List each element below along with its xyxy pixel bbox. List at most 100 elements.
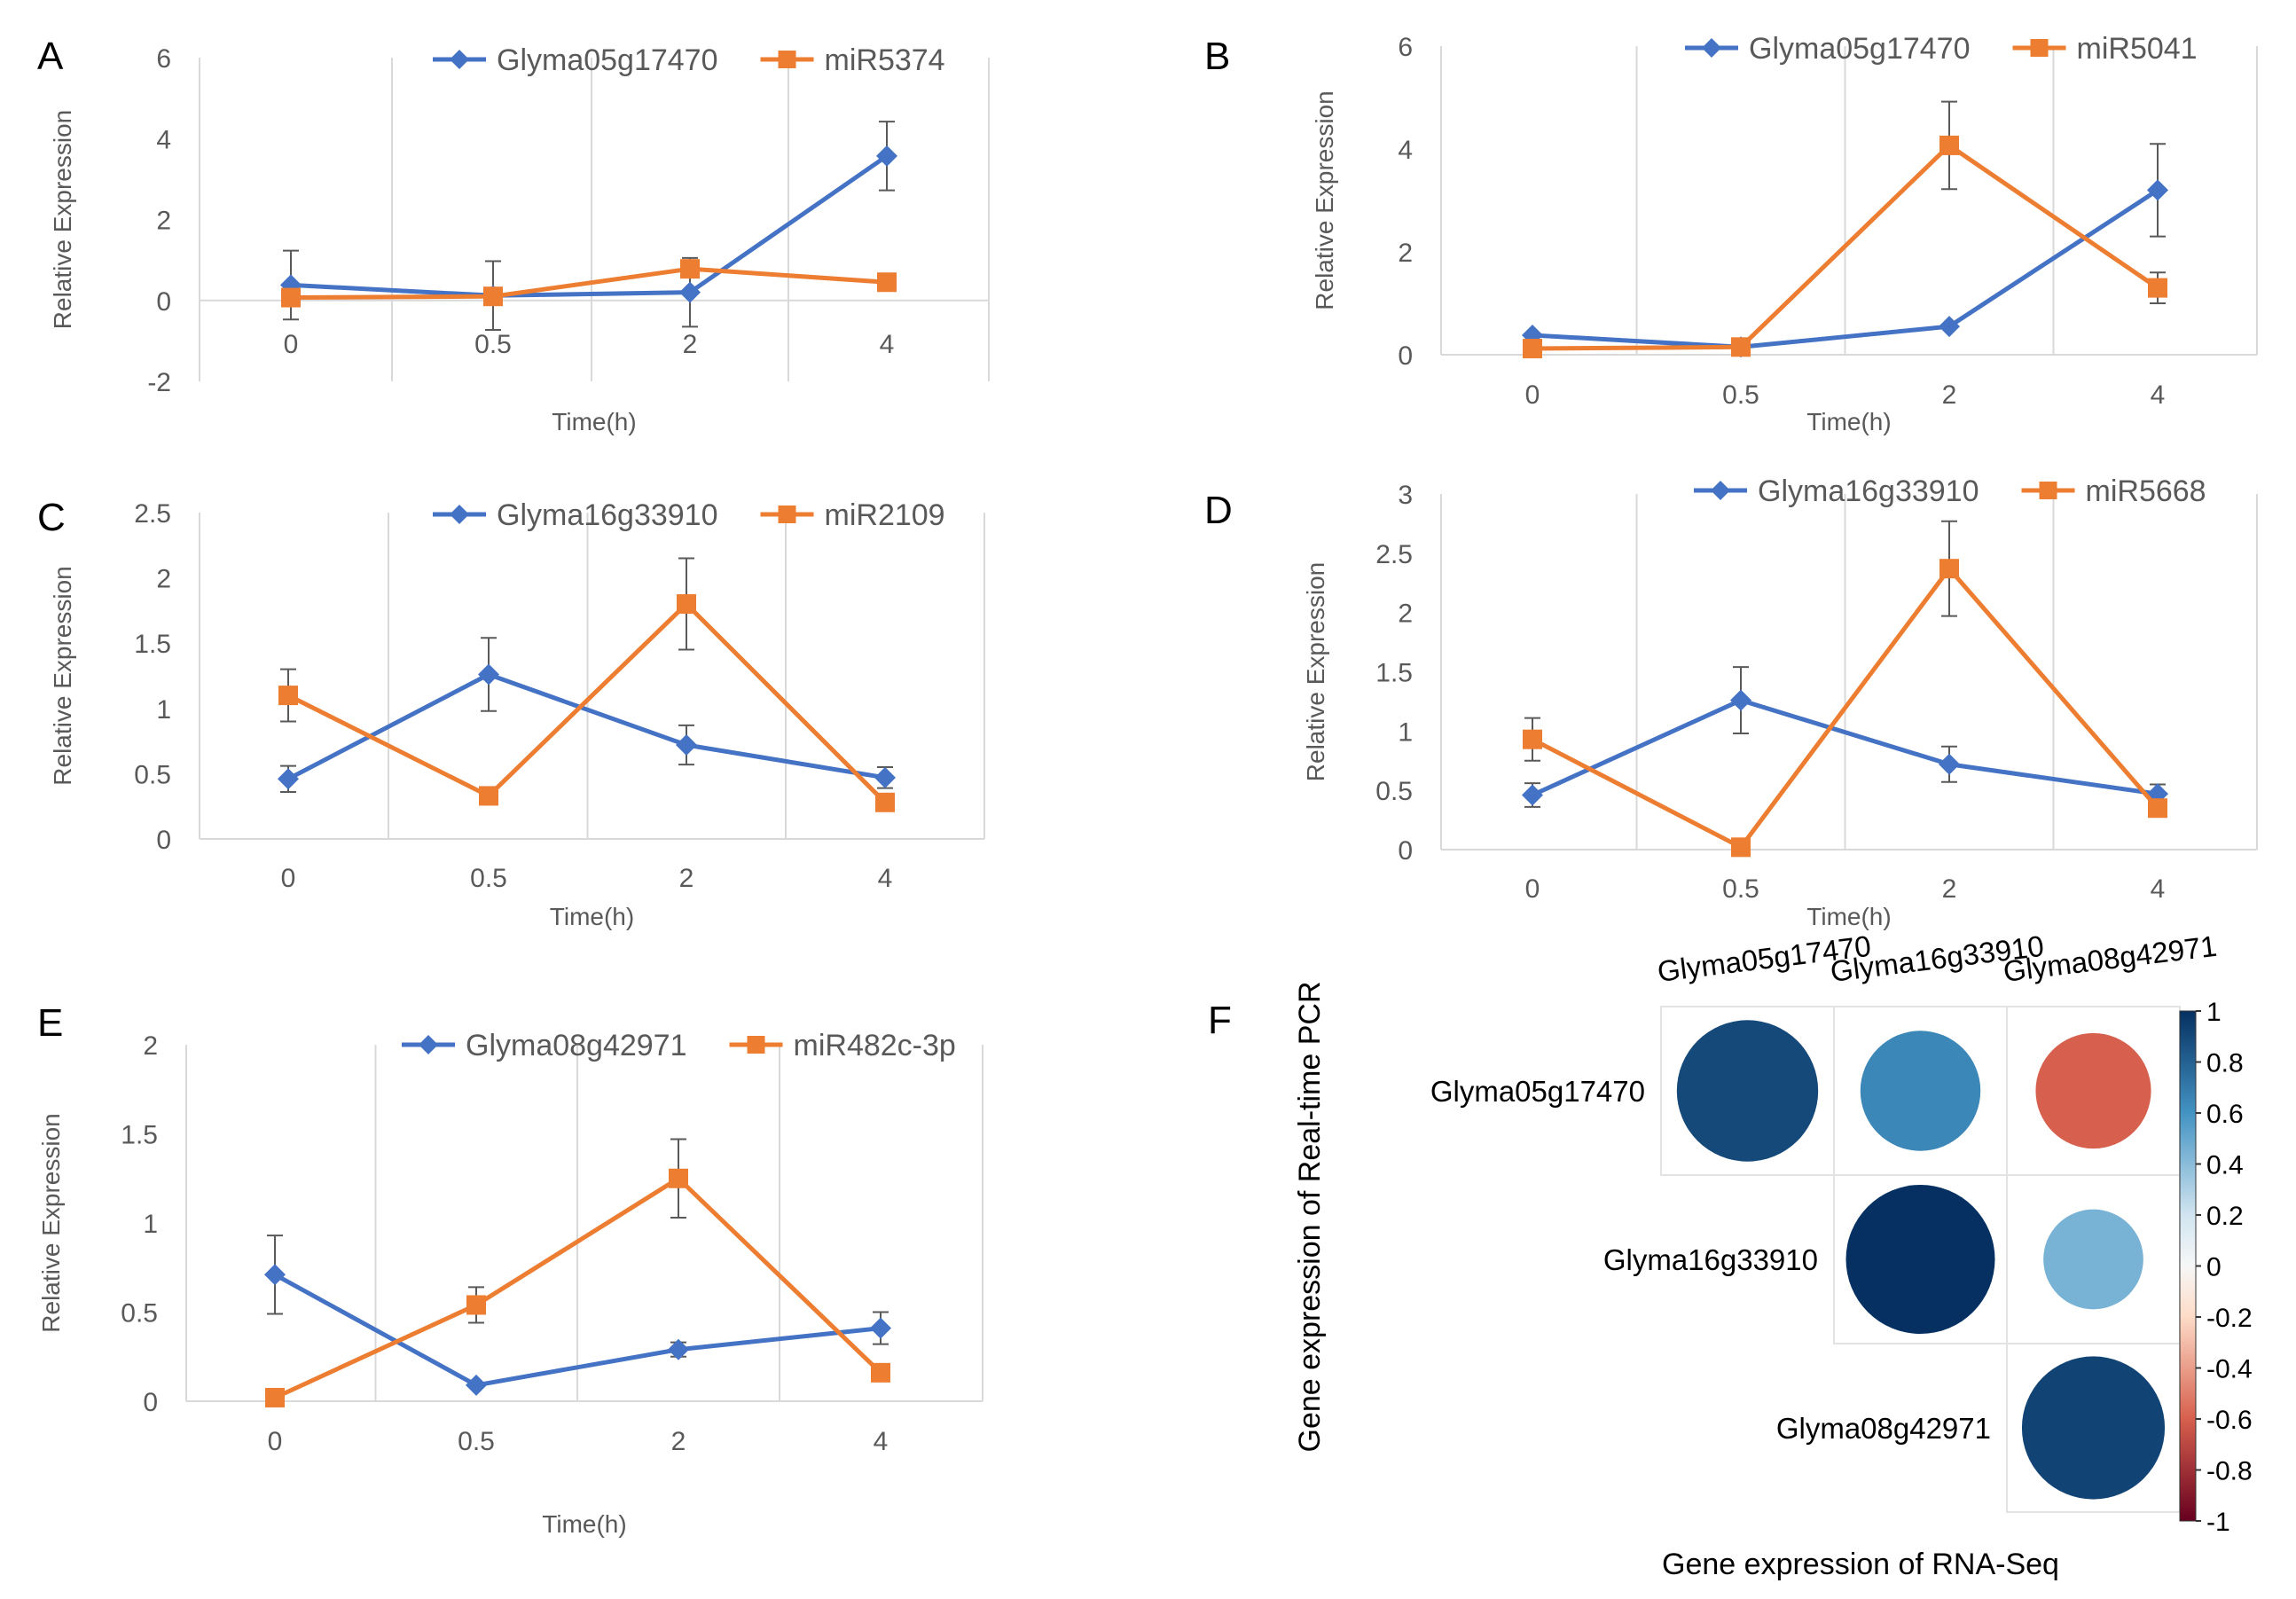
x-tick-label: 0 <box>1525 380 1540 410</box>
data-point-square <box>1523 339 1542 359</box>
legend-label: Glyma16g33910 <box>497 498 718 532</box>
x-tick-label: 0.5 <box>470 864 507 893</box>
data-point-diamond <box>876 145 897 167</box>
data-point-diamond <box>1939 753 1960 775</box>
correlation-circle <box>2043 1209 2143 1310</box>
data-point-square <box>1731 337 1751 357</box>
x-tick-label: 0 <box>268 1427 283 1456</box>
y-tick-label: 2.5 <box>134 499 171 529</box>
x-tick-label: 0 <box>1525 874 1540 904</box>
colorbar-tick-label: 0.6 <box>2206 1100 2244 1129</box>
data-point-diamond <box>478 663 499 686</box>
series-line <box>1532 143 2159 351</box>
line-chart-panel-d: 0 0.5 1 1.5 2 2.5 3 0 0.5 2 4 Time(h) Relative Expre… <box>1204 474 2258 930</box>
x-tick-label: 4 <box>2151 380 2166 410</box>
data-point-square <box>1939 135 1959 155</box>
data-point-square <box>1939 559 1959 579</box>
series-line <box>273 1176 882 1400</box>
data-point-diamond <box>466 1374 487 1396</box>
line-chart-panel-b: 0 2 4 6 0 0.5 2 4 Time(h) Relative Expression B Gly… <box>1204 32 2258 435</box>
y-tick-label: 1.5 <box>134 630 171 659</box>
data-point-diamond <box>264 1264 286 1286</box>
series-line <box>286 672 886 781</box>
y-tick-label: 2.5 <box>1375 540 1413 569</box>
data-point-diamond <box>2147 179 2168 201</box>
x-axis-label: Time(h) <box>1806 903 1891 930</box>
x-tick-label: 0.5 <box>1722 874 1759 904</box>
data-point-square <box>2148 798 2167 819</box>
y-axis-label: Relative Expression <box>1311 90 1338 310</box>
data-point-diamond <box>870 1317 891 1339</box>
legend-label: miR5374 <box>825 43 945 77</box>
colorbar-tick-label: 0.8 <box>2206 1049 2244 1078</box>
legend-label: Glyma05g17470 <box>1749 32 1971 66</box>
data-point-square <box>479 786 498 806</box>
data-point-diamond <box>1939 316 1960 338</box>
x-axis-label: Time(h) <box>552 408 636 435</box>
x-tick-label: 4 <box>2151 874 2166 904</box>
legend: Glyma08g42971 miR482c-3p <box>402 1029 956 1062</box>
row-label: Glyma16g33910 <box>1603 1243 1818 1276</box>
series-line <box>1531 566 2159 850</box>
panel-letter-b: B <box>1204 35 1230 78</box>
colorbar-tick-label: -0.2 <box>2206 1304 2253 1333</box>
legend-marker-diamond <box>1711 481 1730 500</box>
row-label: Glyma05g17470 <box>1430 1075 1645 1108</box>
y-tick-label: 2 <box>156 207 171 236</box>
colorbar-tick-label: 1 <box>2206 998 2222 1027</box>
y-tick-label: 1.5 <box>121 1121 158 1150</box>
legend-marker-square <box>747 1036 765 1054</box>
colorbar-tick-label: -0.8 <box>2206 1457 2253 1486</box>
data-point-square <box>466 1295 486 1315</box>
y-tick-label: 2 <box>1398 239 1413 268</box>
series-miR5041 <box>1523 100 2167 359</box>
y-tick-label: 0 <box>143 1388 158 1417</box>
series-miR5374 <box>281 259 897 308</box>
data-point-diamond <box>874 766 896 788</box>
x-tick-label: 2 <box>683 330 698 359</box>
legend-label: miR5668 <box>2086 474 2206 508</box>
x-tick-label: 2 <box>679 864 694 893</box>
series-line <box>1531 698 2159 797</box>
legend: Glyma05g17470 miR5041 <box>1685 32 2198 66</box>
x-axis-label: Gene expression of RNA-Seq <box>1662 1548 2059 1581</box>
colorbar-tick-label: 0 <box>2206 1253 2222 1282</box>
y-axis-label: Gene expression of Real-time PCR <box>1293 981 1327 1452</box>
y-tick-label: 0 <box>1398 341 1413 371</box>
x-tick-label: 4 <box>878 864 893 893</box>
x-axis-label: Time(h) <box>1806 408 1891 435</box>
y-tick-label: 0 <box>1398 836 1413 866</box>
series-line <box>286 601 887 804</box>
legend-marker-diamond <box>419 1035 438 1054</box>
legend-marker-square <box>778 506 796 523</box>
y-tick-label: 0 <box>156 826 171 855</box>
x-tick-label: 4 <box>880 330 895 359</box>
x-tick-label: 0.5 <box>458 1427 495 1456</box>
y-tick-label: 6 <box>1398 33 1413 62</box>
data-point-square <box>871 1362 890 1383</box>
series-Glyma08g42971 <box>264 1235 891 1396</box>
panel-letter-f: F <box>1208 999 1232 1042</box>
legend-label: Glyma08g42971 <box>466 1029 687 1062</box>
y-tick-label: 4 <box>1398 136 1413 165</box>
y-tick-label: 1.5 <box>1375 659 1413 688</box>
panel-letter-a: A <box>37 35 64 78</box>
y-tick-label: 0.5 <box>121 1299 158 1329</box>
data-point-diamond <box>679 281 701 303</box>
line-chart-panel-c: 0 0.5 1 1.5 2 2.5 0 0.5 2 4 Time(h) Relative Expres… <box>37 496 985 930</box>
y-axis-label: Relative Expression <box>37 1113 65 1332</box>
series-line <box>1532 188 2159 349</box>
x-tick-label: 0 <box>281 864 296 893</box>
correlation-circle <box>2035 1032 2151 1149</box>
x-tick-label: 4 <box>874 1427 889 1456</box>
correlation-panel-f: Glyma05g17470 Glyma16g33910 Glyma08g42971 G… <box>1208 929 2253 1581</box>
legend-label: miR5041 <box>2077 32 2198 66</box>
legend: Glyma16g33910 miR2109 <box>433 498 945 532</box>
series-line <box>273 1273 882 1388</box>
y-tick-label: 1 <box>1398 717 1413 747</box>
series-Glyma16g33910 <box>278 637 896 794</box>
colorbar-tick-label: 0.2 <box>2206 1202 2244 1231</box>
y-tick-label: 1 <box>143 1210 158 1239</box>
row-label: Glyma08g42971 <box>1776 1412 1991 1445</box>
